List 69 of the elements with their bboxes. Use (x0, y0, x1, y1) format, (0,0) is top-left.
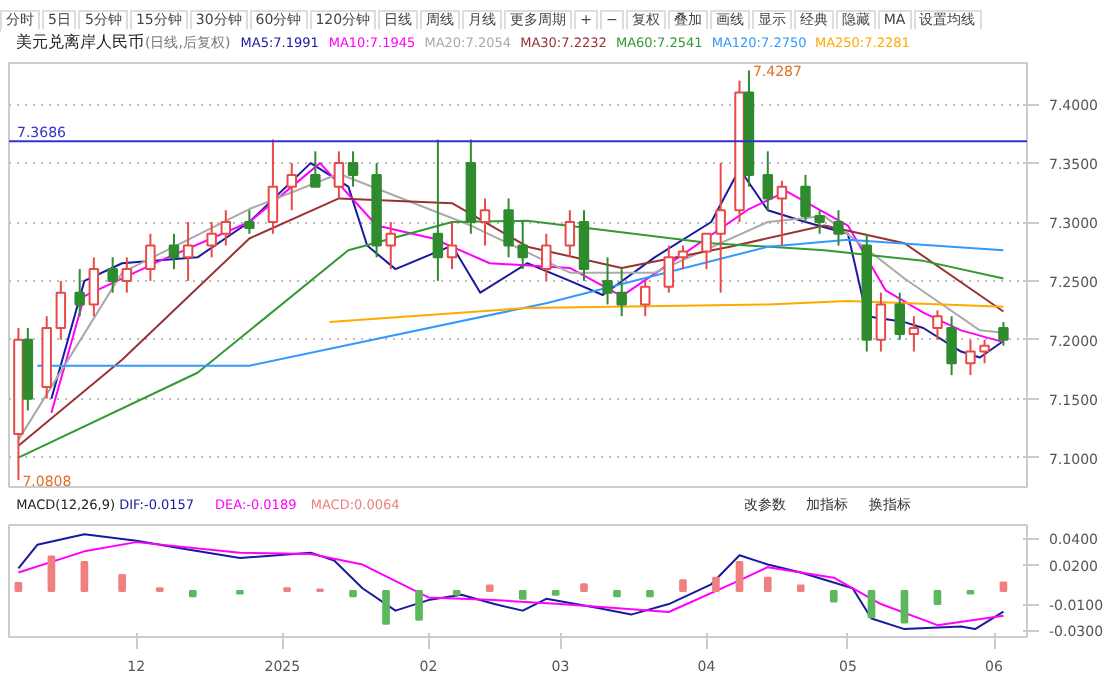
candlestick (107, 256, 118, 294)
candlestick (833, 209, 844, 247)
candlestick (677, 244, 689, 271)
bar (518, 589, 527, 600)
candlestick (88, 256, 100, 318)
candlestick (701, 232, 712, 271)
candlestick (244, 209, 255, 235)
bar (613, 589, 621, 598)
candlestick (517, 221, 528, 271)
bar (829, 589, 838, 603)
bar (118, 574, 126, 592)
bar (580, 583, 588, 592)
candlestick (564, 209, 576, 259)
candlestick (616, 268, 627, 318)
bar (679, 579, 687, 592)
candlestick (640, 279, 651, 318)
candlestick (814, 209, 825, 235)
candlestick (432, 138, 444, 282)
candlestick (333, 150, 345, 200)
bar (933, 589, 942, 606)
candlestick (182, 221, 194, 282)
candlestick (541, 232, 552, 282)
candlestick (663, 244, 675, 294)
candlestick (715, 162, 726, 294)
candlestick (908, 315, 920, 353)
candlestick (998, 321, 1009, 347)
candlestick (74, 268, 85, 318)
candlestick (479, 197, 491, 247)
bar (646, 589, 654, 598)
candlestick (55, 279, 67, 341)
candlestick (602, 256, 613, 306)
candlestick (446, 221, 458, 271)
bar (735, 560, 744, 592)
candlestick (894, 291, 905, 341)
bar (712, 576, 720, 592)
line-series (36, 238, 1005, 367)
candlestick (875, 291, 887, 353)
bar (188, 589, 197, 598)
chart-title: 美元兑离岸人民币 (16, 33, 145, 51)
candlestick (121, 256, 133, 294)
candlestick (776, 179, 788, 247)
bar (415, 589, 423, 621)
candlestick (310, 150, 321, 188)
bar (796, 584, 805, 592)
candlestick (286, 162, 298, 212)
candlestick (267, 138, 279, 235)
bar (900, 589, 909, 624)
line-series (328, 299, 1005, 324)
bar (80, 560, 89, 592)
candlestick (946, 315, 957, 377)
bar (14, 581, 23, 592)
bar (382, 589, 390, 625)
candlestick (503, 197, 514, 259)
candlestick (206, 221, 217, 259)
bar (349, 589, 357, 598)
candlestick (220, 209, 232, 247)
candlestick (932, 309, 943, 341)
candlestick (168, 232, 180, 271)
candlestick (145, 232, 156, 282)
candlestick (578, 209, 590, 282)
candlestick (800, 173, 811, 223)
candlestick (385, 221, 396, 271)
bar (485, 584, 494, 592)
candlestick (347, 150, 359, 188)
bar (47, 555, 56, 592)
bar (763, 576, 772, 592)
candlestick (762, 150, 774, 212)
bar (867, 589, 876, 619)
bar (999, 581, 1008, 592)
